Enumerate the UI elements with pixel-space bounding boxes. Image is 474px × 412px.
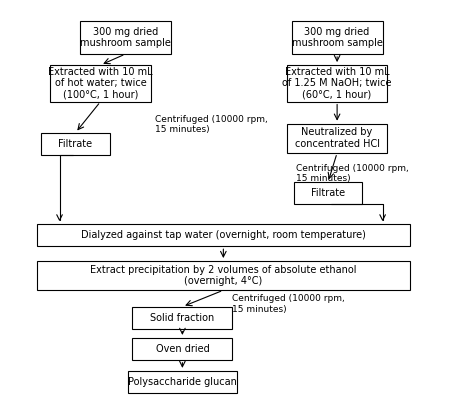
FancyBboxPatch shape <box>292 21 383 54</box>
FancyBboxPatch shape <box>132 338 232 360</box>
Text: 300 mg dried
mushroom sample: 300 mg dried mushroom sample <box>80 27 171 48</box>
Text: Dialyzed against tap water (overnight, room temperature): Dialyzed against tap water (overnight, r… <box>81 230 366 240</box>
FancyBboxPatch shape <box>41 133 109 155</box>
FancyBboxPatch shape <box>287 65 387 102</box>
Text: Filtrate: Filtrate <box>58 139 92 149</box>
Text: Solid fraction: Solid fraction <box>150 313 215 323</box>
Text: Centrifuged (10000 rpm,
15 minutes): Centrifuged (10000 rpm, 15 minutes) <box>296 164 409 183</box>
Text: Extract precipitation by 2 volumes of absolute ethanol
(overnight, 4°C): Extract precipitation by 2 volumes of ab… <box>90 265 356 286</box>
FancyBboxPatch shape <box>37 261 410 290</box>
FancyBboxPatch shape <box>294 182 362 204</box>
Text: 300 mg dried
mushroom sample: 300 mg dried mushroom sample <box>292 27 383 48</box>
Text: Extracted with 10 mL
of 1.25 M NaOH; twice
(60°C, 1 hour): Extracted with 10 mL of 1.25 M NaOH; twi… <box>283 67 392 100</box>
FancyBboxPatch shape <box>37 224 410 246</box>
Text: Centrifuged (10000 rpm,
15 minutes): Centrifuged (10000 rpm, 15 minutes) <box>232 295 345 314</box>
FancyBboxPatch shape <box>287 124 387 153</box>
Text: Filtrate: Filtrate <box>311 188 345 198</box>
FancyBboxPatch shape <box>50 65 151 102</box>
FancyBboxPatch shape <box>80 21 171 54</box>
Text: Centrifuged (10000 rpm,
15 minutes): Centrifuged (10000 rpm, 15 minutes) <box>155 115 268 134</box>
Text: Polysaccharide glucan: Polysaccharide glucan <box>128 377 237 387</box>
FancyBboxPatch shape <box>132 307 232 329</box>
FancyBboxPatch shape <box>128 371 237 393</box>
Text: Neutralized by
concentrated HCl: Neutralized by concentrated HCl <box>295 127 380 149</box>
Text: Oven dried: Oven dried <box>155 344 209 354</box>
Text: Extracted with 10 mL
of hot water; twice
(100°C, 1 hour): Extracted with 10 mL of hot water; twice… <box>48 67 153 100</box>
